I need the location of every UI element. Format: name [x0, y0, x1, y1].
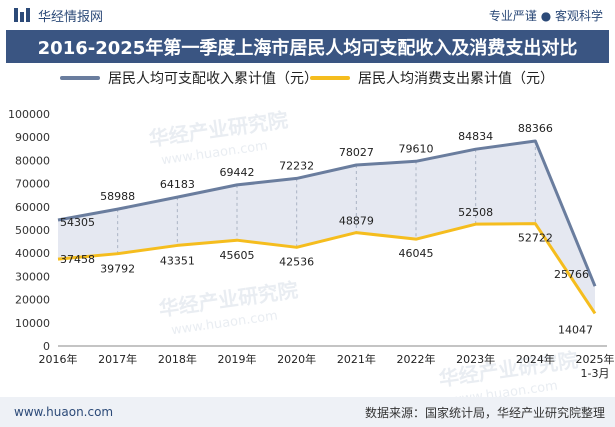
- y-tick-label: 40000: [15, 247, 50, 260]
- chart: 华经产业研究院www.huaon.com华经产业研究院www.huaon.com…: [8, 108, 615, 406]
- bar-chart-logo-icon: [14, 8, 30, 22]
- y-tick-label: 60000: [15, 201, 50, 214]
- x-tick-label: 2017年: [98, 352, 137, 366]
- area-fill: [58, 140, 595, 314]
- brand: 华经情报网: [14, 6, 103, 25]
- legend-income-label: 居民人均可支配收入累计值（元）: [108, 71, 318, 87]
- consumption-data-label: 45605: [220, 249, 255, 262]
- x-tick-label: 1-3月: [581, 367, 610, 380]
- x-tick-label: 2020年: [277, 352, 316, 366]
- y-tick-label: 50000: [15, 224, 50, 237]
- consumption-data-label: 46045: [399, 247, 434, 260]
- chart-title: 2016-2025年第一季度上海市居民人均可支配收入及消费支出对比: [6, 30, 609, 63]
- income-data-label: 69442: [220, 166, 255, 179]
- legend-consumption-label: 居民人均消费支出累计值（元）: [358, 71, 554, 87]
- income-data-label: 64183: [160, 178, 195, 191]
- income-data-label: 88366: [518, 122, 553, 135]
- consumption-data-label: 42536: [279, 255, 314, 268]
- consumption-data-label: 48879: [339, 215, 374, 228]
- y-tick-label: 30000: [15, 270, 50, 283]
- legend-income-swatch: [60, 76, 100, 80]
- x-tick-label: 2016年: [39, 352, 78, 366]
- y-tick-label: 80000: [15, 154, 50, 167]
- y-tick-label: 70000: [15, 178, 50, 191]
- drop-lines: [117, 140, 536, 254]
- consumption-data-label: 14047: [558, 323, 593, 336]
- consumption-data-label: 37458: [60, 253, 95, 266]
- series-lines: [57, 139, 597, 315]
- income-data-label: 54305: [60, 216, 95, 229]
- income-line: [57, 139, 597, 287]
- footer: www.huaon.com 数据来源：国家统计局，华经产业研究院整理: [0, 397, 615, 427]
- brand-name: 华经情报网: [38, 9, 104, 25]
- consumption-line: [57, 222, 597, 315]
- x-tick-label: 2022年: [397, 352, 436, 366]
- y-tick-label: 10000: [15, 317, 50, 330]
- legend-item-income: 居民人均可支配收入累计值（元）: [60, 68, 318, 88]
- y-tick-label: 0: [43, 340, 50, 353]
- y-tick-label: 100000: [8, 108, 50, 121]
- slogan: 专业严谨 ● 客观科学: [488, 8, 603, 23]
- x-tick-label: 2024年: [516, 352, 555, 366]
- y-axis: 0 10000 20000 30000 40000 50000 60000 70000 8000…: [8, 108, 607, 353]
- legend-consumption-swatch: [310, 76, 350, 80]
- y-tick-label: 20000: [15, 294, 50, 307]
- consumption-data-label: 52722: [518, 232, 553, 245]
- x-tick-label: 2018年: [158, 352, 197, 366]
- footer-url[interactable]: www.huaon.com: [14, 405, 114, 419]
- income-data-label: 79610: [399, 142, 434, 155]
- consumption-data-label: 39792: [100, 263, 135, 276]
- legend: 居民人均可支配收入累计值（元） 居民人均消费支出累计值（元）: [0, 64, 615, 88]
- income-data-label: 72232: [279, 159, 314, 172]
- consumption-data-label: 43351: [160, 254, 195, 267]
- data-source: 数据来源：国家统计局，华经产业研究院整理: [364, 405, 605, 420]
- income-data-label: 84834: [458, 130, 493, 143]
- x-tick-label: 2021年: [337, 352, 376, 366]
- income-data-label: 25766: [554, 268, 589, 281]
- income-data-label: 78027: [339, 146, 374, 159]
- x-tick-label: 2019年: [218, 352, 257, 366]
- x-tick-label: 2025年: [576, 352, 615, 366]
- consumption-data-label: 52508: [458, 206, 493, 219]
- x-axis: 2016年 2017年 2018年 2019年 2020年 2021年 2022年 2023年…: [39, 352, 615, 380]
- legend-item-consumption: 居民人均消费支出累计值（元）: [310, 68, 554, 88]
- area-between-series: [58, 140, 595, 314]
- data-labels: 54305 58988 64183 69442 72232 78027 79610 84834…: [60, 122, 593, 336]
- top-bar: 华经情报网 专业严谨 ● 客观科学: [0, 0, 615, 30]
- x-tick-label: 2023年: [456, 352, 495, 366]
- y-tick-label: 90000: [15, 131, 50, 144]
- income-data-label: 58988: [100, 190, 135, 203]
